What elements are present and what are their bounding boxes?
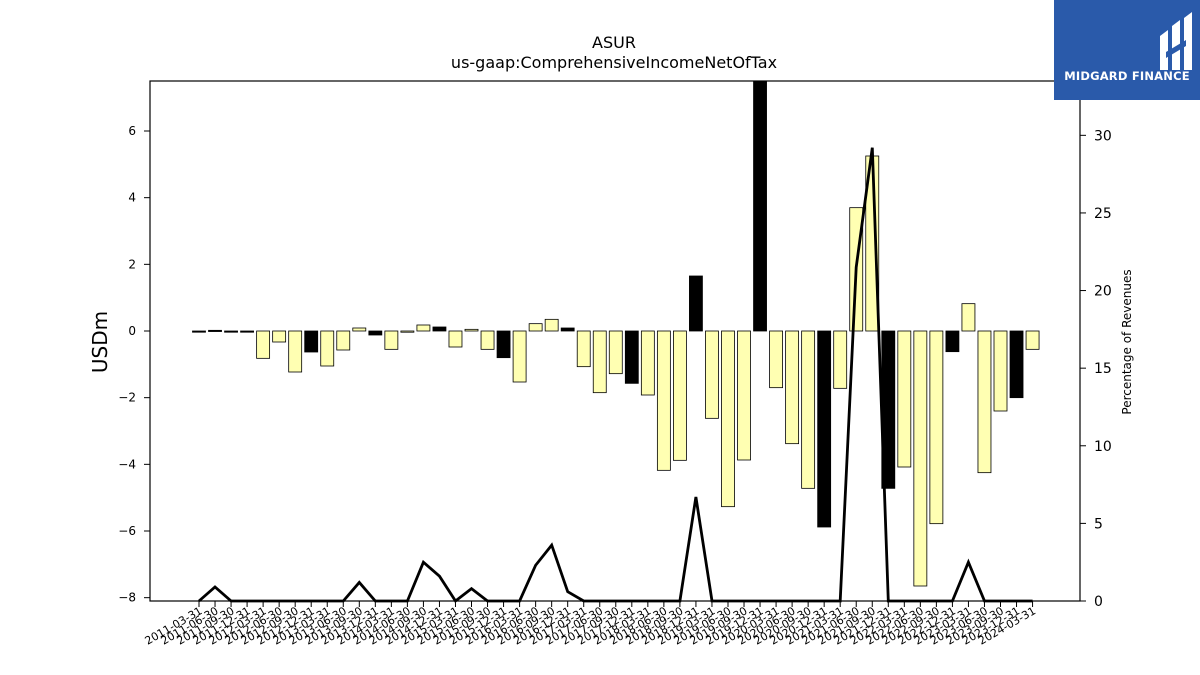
y2-tick-label: 30 [1094, 128, 1112, 144]
bar [689, 275, 703, 332]
bar [480, 330, 495, 350]
y-tick-label: 4 [128, 191, 136, 205]
bar [913, 330, 928, 587]
bar [624, 330, 639, 384]
bar [576, 330, 591, 368]
y-axis-left: −8 −6 −4 −2 0 2 4 6 [118, 124, 150, 605]
y2-tick-label: 25 [1094, 206, 1112, 222]
bar [897, 330, 912, 468]
bar [192, 330, 206, 333]
y-tick-label: −2 [118, 391, 136, 405]
y-axis-label: USDm [88, 311, 112, 373]
plot-frame [149, 80, 1081, 602]
bar [352, 327, 367, 332]
chart-subtitle: us-gaap:ComprehensiveIncomeNetOfTax [451, 53, 777, 72]
bar [432, 326, 447, 332]
y-tick-label: −4 [118, 457, 136, 471]
bar [368, 330, 383, 336]
bar [801, 330, 816, 489]
bar [224, 330, 238, 333]
y-tick-label: 6 [128, 124, 136, 138]
y2-tick-label: 10 [1094, 439, 1112, 455]
bar [496, 330, 511, 359]
y2-tick-label: 20 [1094, 284, 1112, 300]
bar [721, 330, 735, 508]
y2-tick-label: 5 [1094, 516, 1103, 532]
bar [753, 80, 767, 332]
bar [945, 330, 960, 353]
bar [961, 303, 976, 332]
brand-logo: MIDGARD FINANCE [1054, 0, 1200, 100]
bar [336, 330, 351, 351]
bar [528, 323, 543, 332]
bar [256, 330, 271, 359]
midgard-logo-icon [1160, 12, 1192, 70]
bar [464, 328, 479, 332]
bar [592, 330, 607, 394]
bar [512, 330, 527, 383]
bar [656, 330, 671, 471]
bar [737, 330, 751, 461]
bar [560, 327, 575, 332]
bar [384, 330, 399, 350]
y-axis-right: 0 5 10 15 20 25 30 [1080, 128, 1112, 610]
y-tick-label: 2 [128, 257, 136, 271]
brand-name: MIDGARD FINANCE [1064, 69, 1190, 83]
bar [993, 330, 1008, 412]
bar [929, 330, 944, 525]
bar [977, 330, 992, 474]
bar-series [192, 80, 1040, 587]
x-axis: 2011-03-312011-06-302011-09-302011-12-31… [143, 601, 1038, 648]
bar [272, 330, 287, 343]
bar [608, 330, 623, 375]
y-tick-label: −8 [118, 591, 136, 605]
chart-title: ASUR [592, 33, 636, 52]
bar [208, 329, 222, 332]
y-tick-label: 0 [128, 324, 136, 338]
bar [416, 324, 431, 332]
bar [705, 330, 719, 419]
bar [785, 330, 800, 445]
bar [240, 330, 254, 333]
y2-tick-label: 15 [1094, 361, 1112, 377]
bar [320, 330, 335, 367]
bar [1025, 330, 1040, 350]
bar [833, 330, 848, 389]
y2-tick-label: 0 [1094, 594, 1103, 610]
bar [304, 330, 319, 353]
y-tick-label: −6 [118, 524, 136, 538]
bar [817, 330, 832, 528]
bar [544, 318, 559, 332]
bar [769, 330, 783, 389]
y2-axis-label: Percentage of Revenues [1120, 269, 1134, 414]
bar [673, 330, 687, 461]
bar [448, 330, 463, 348]
bar [640, 330, 655, 396]
bar [1009, 330, 1024, 399]
bar [400, 330, 415, 333]
bar [288, 330, 303, 373]
